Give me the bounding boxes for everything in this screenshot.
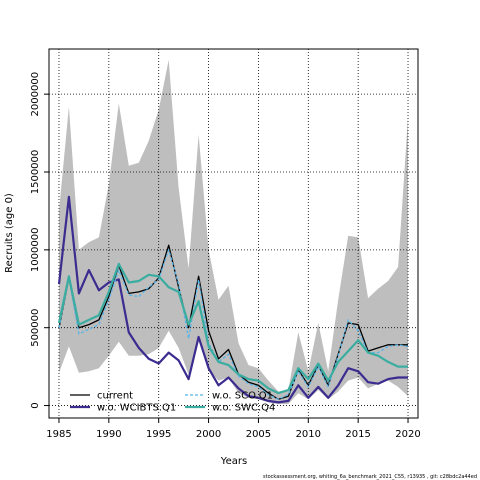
confidence-band [59, 59, 408, 405]
x-tick-label: 1985 [46, 429, 71, 440]
band-area [59, 59, 408, 405]
x-axis-title: Years [220, 456, 247, 467]
legend-label-1: w.o. WCIBTS.Q1 [97, 403, 176, 414]
x-tick-label: 1995 [146, 429, 171, 440]
series-line-3 [57, 262, 408, 395]
y-tick-label: 500000 [30, 309, 41, 347]
legend-label-0: current [97, 391, 133, 402]
legend-label-3: w.o. SWC.Q4 [212, 403, 275, 414]
x-tick-label: 2005 [246, 429, 271, 440]
y-tick-label: 1500000 [30, 150, 41, 195]
x-axis: 1985 1990 1995 2000 2005 2010 2015 2020 [46, 418, 421, 440]
series-line-1 [57, 195, 408, 404]
y-axis: 0 500000 1000000 1500000 2000000 [30, 72, 49, 409]
series-line-2 [58, 249, 409, 400]
legend-label-2: w.o. SCO.Q1 [212, 391, 273, 402]
x-tick-label: 1990 [96, 429, 121, 440]
x-tick-label: 2015 [345, 429, 370, 440]
y-tick-label: 2000000 [30, 72, 41, 117]
x-tick-label: 2000 [196, 429, 221, 440]
series-lines [57, 195, 409, 404]
footer-note: stockassessment.org, whiting_6a_benchmar… [263, 474, 477, 480]
x-tick-label: 2010 [296, 429, 321, 440]
y-axis-title: Recruits (age 0) [4, 193, 15, 273]
y-tick-label: 0 [30, 402, 41, 408]
y-tick-label: 1000000 [30, 228, 41, 273]
plot-frame [48, 48, 419, 419]
x-tick-label: 2020 [395, 429, 420, 440]
